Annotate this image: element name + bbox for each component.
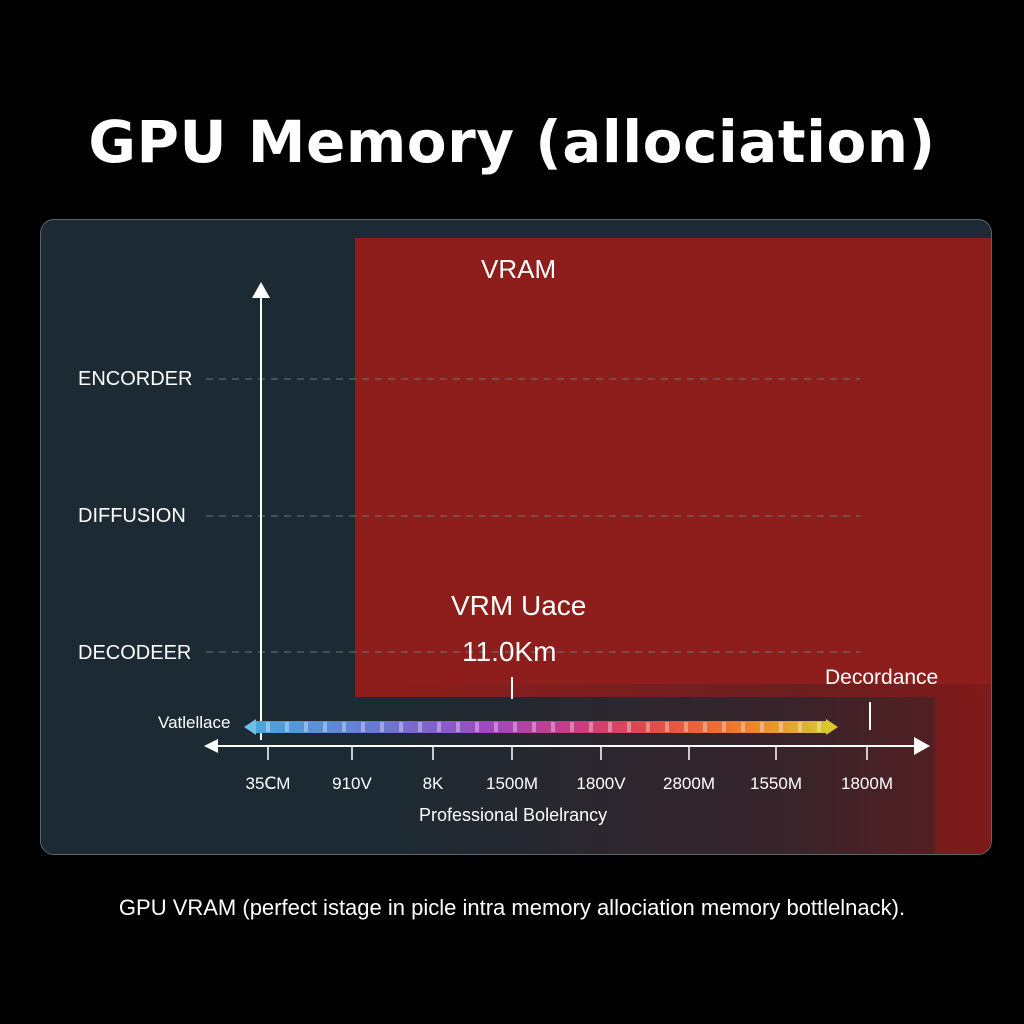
annotation-label: VRM Uace (451, 590, 587, 621)
x-tick-label: 1500M (486, 774, 538, 793)
category-label-decodeer: DECODEER (78, 642, 192, 664)
scale-bar-segment (760, 722, 764, 732)
scale-bar-segment (703, 722, 707, 732)
scale-bar-segment (266, 722, 270, 732)
y-axis-arrow (252, 282, 270, 298)
scale-bar-segment (494, 722, 498, 732)
x-axis-title: Professional Bolelrancy (419, 805, 608, 825)
scale-bar-segment (456, 722, 460, 732)
scale-bar-label: Vatlellace (158, 713, 231, 732)
scale-bar-segment (323, 722, 327, 732)
scale-bar-segment (342, 722, 346, 732)
scale-bar-segment (399, 722, 403, 732)
scale-bar-segment (551, 722, 555, 732)
annotation-value: 11.0Km (462, 636, 557, 667)
gridlines (206, 378, 860, 653)
category-label-diffusion: DIFFUSION (78, 505, 186, 527)
right-marker-label: Decordance (825, 666, 939, 689)
x-tick-label: 2800M (663, 774, 715, 793)
scale-bar-segment (684, 722, 688, 732)
panel-gradient-overlay (41, 684, 991, 854)
scale-bar-segment (285, 722, 289, 732)
scale-bar-segment (437, 722, 441, 732)
x-tick-label: 910V (332, 774, 372, 793)
scale-bar-segment (817, 722, 821, 732)
scale-bar-segment (361, 722, 365, 732)
vram-region-label: VRAM (481, 254, 557, 284)
x-tick-label: 1800V (576, 774, 626, 793)
x-tick-label: 8K (422, 774, 444, 793)
scale-bar-segment (665, 722, 669, 732)
scale-bar-segment (589, 722, 593, 732)
scale-bar-segment (475, 722, 479, 732)
figure-caption: GPU VRAM (perfect istage in picle intra … (118, 895, 906, 920)
chart-panel (40, 219, 992, 855)
x-axis-left-arrow (204, 739, 218, 753)
scale-bar-segment (380, 722, 384, 732)
scale-bar-segment (418, 722, 422, 732)
scale-bar-segment (627, 722, 631, 732)
vram-region (355, 238, 991, 697)
scale-bar-segment (608, 722, 612, 732)
scale-bar-right-arrow (826, 719, 838, 735)
x-tick-label: 1800M (841, 774, 893, 793)
x-axis-ticks (267, 746, 868, 760)
x-tick-label: 35ⅭM (245, 774, 291, 793)
scale-bar-segment (570, 722, 574, 732)
scale-bar-segment (722, 722, 726, 732)
scale-bar-segment (741, 722, 745, 732)
x-axis-right-arrow (914, 737, 930, 755)
scale-bar-segment (646, 722, 650, 732)
scale-bar-segments (266, 722, 821, 732)
scale-bar-segment (532, 722, 536, 732)
scale-bar-segment (513, 722, 517, 732)
category-label-encorder: ENCORDER (78, 368, 193, 390)
scale-bar-segment (798, 722, 802, 732)
scale-bar-left-arrow (244, 719, 256, 735)
chart-title: GPU Memory (allociation) (88, 108, 936, 176)
scale-bar-segment (304, 722, 308, 732)
scale-bar-segment (779, 722, 783, 732)
scale-bar (244, 719, 838, 735)
x-tick-label: 1550M (750, 774, 802, 793)
